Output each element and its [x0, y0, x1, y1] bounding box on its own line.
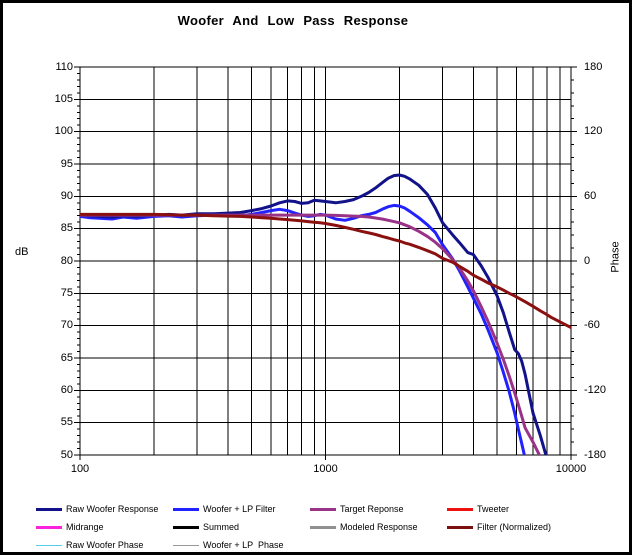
- curve-raw-woofer-response: [80, 173, 548, 455]
- x-axis-tick-label: 10000: [555, 463, 587, 475]
- left-axis-tick-label: 90: [60, 189, 73, 202]
- right-axis-tick-label: 180: [584, 60, 603, 73]
- y-axis-label-phase: Phase: [609, 241, 622, 273]
- right-axis-tick-label: 0: [584, 254, 591, 267]
- right-axis-tick-label: -120: [584, 383, 607, 396]
- x-axis-tick-label: 1000: [313, 463, 338, 475]
- right-axis-tick-label: -180: [584, 448, 607, 461]
- left-axis-tick-label: 75: [60, 286, 73, 299]
- left-axis-tick-label: 50: [60, 448, 73, 461]
- chart-title: Woofer And Low Pass Response: [177, 13, 409, 28]
- left-axis-tick-label: 70: [60, 319, 73, 332]
- curve-filter-normalized-: [80, 212, 571, 330]
- right-axis-tick-label: -60: [584, 319, 600, 332]
- curves: [80, 173, 571, 455]
- left-axis-tick-label: 55: [60, 416, 73, 429]
- right-axis-tick-label: 120: [584, 125, 603, 138]
- curve-target-reponse: [80, 213, 542, 455]
- right-axis-tick-label: 60: [584, 189, 597, 202]
- left-axis-tick-label: 65: [60, 351, 73, 364]
- left-axis-tick-label: 110: [55, 60, 73, 73]
- left-axis-tick-label: 105: [54, 92, 73, 105]
- left-axis-tick-label: 100: [54, 125, 73, 138]
- left-axis-tick-label: 60: [60, 383, 73, 396]
- left-axis-tick-label: 95: [60, 157, 73, 170]
- x-axis-tick-label: 100: [70, 463, 90, 475]
- left-axis-tick-label: 85: [60, 222, 73, 235]
- plot-border: [79, 66, 572, 456]
- gridlines: [79, 66, 571, 456]
- y-axis-label-db: dB: [15, 246, 29, 258]
- left-axis-tick-label: 80: [60, 254, 73, 267]
- plot-canvas: [74, 66, 577, 460]
